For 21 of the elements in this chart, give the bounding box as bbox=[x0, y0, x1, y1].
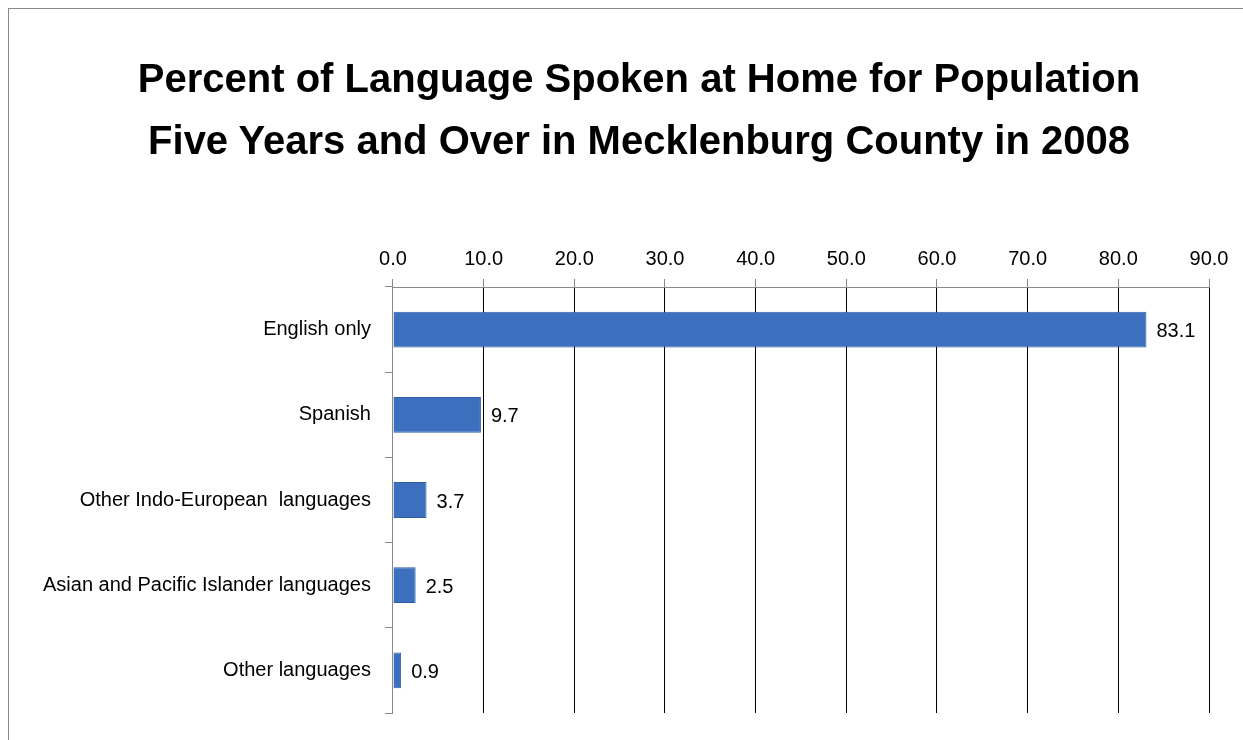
x-tick-label: 70.0 bbox=[1008, 246, 1048, 269]
data-label: 0.9 bbox=[411, 659, 439, 682]
x-tick-label: 80.0 bbox=[1098, 246, 1138, 269]
x-tick-label: 60.0 bbox=[917, 246, 957, 269]
x-tick-label: 90.0 bbox=[1189, 246, 1229, 269]
data-label: 2.5 bbox=[425, 574, 454, 597]
y-tick-label: Other languages bbox=[223, 657, 371, 680]
y-tick-label: Asian and Pacific Islander languages bbox=[42, 572, 371, 595]
x-tick-label: 50.0 bbox=[826, 246, 866, 269]
data-label: 83.1 bbox=[1156, 319, 1196, 342]
x-tick-label: 10.0 bbox=[464, 246, 504, 269]
x-tick-label: 0.0 bbox=[379, 246, 407, 269]
x-tick-label: 40.0 bbox=[736, 246, 776, 269]
y-tick-label: Spanish bbox=[298, 402, 371, 425]
x-tick-label: 30.0 bbox=[645, 246, 685, 269]
data-label: 9.7 bbox=[490, 404, 519, 427]
chart-title: Percent of Language Spoken at Home for Population Five Years and Over in Mecklenburg County in 2008 bbox=[136, 55, 1142, 164]
x-tick-label: 20.0 bbox=[554, 246, 594, 269]
data-label: 3.7 bbox=[436, 489, 465, 512]
y-tick-label: Other Indo-European languages bbox=[79, 487, 371, 510]
y-tick-label: English only bbox=[263, 317, 371, 340]
